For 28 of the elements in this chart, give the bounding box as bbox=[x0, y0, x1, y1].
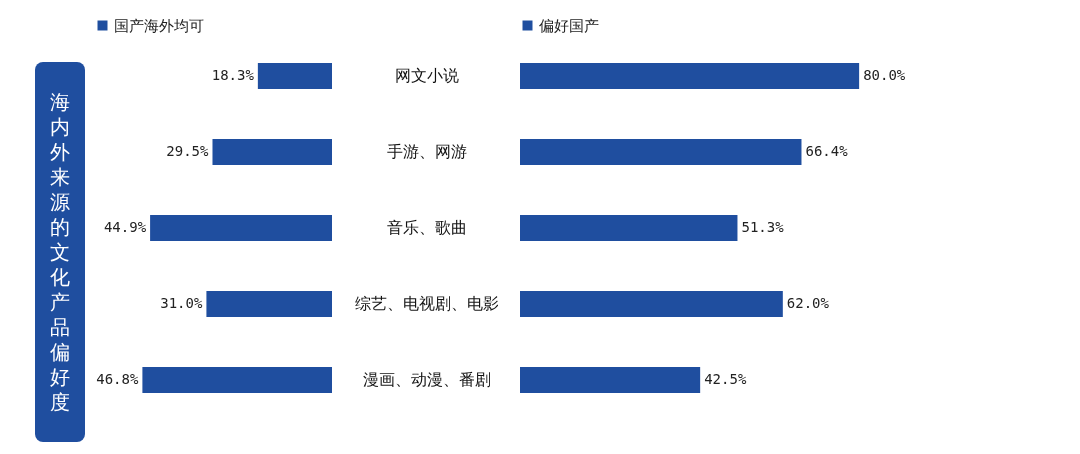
data-label: 18.3% bbox=[211, 67, 255, 83]
bar bbox=[520, 215, 738, 241]
bar bbox=[150, 215, 332, 241]
bar bbox=[520, 139, 802, 165]
y-tick-label: 漫画、动漫、番剧 bbox=[362, 370, 491, 389]
data-label: 51.3% bbox=[741, 219, 785, 235]
y-tick-label: 音乐、歌曲 bbox=[386, 218, 467, 237]
y-tick-label: 网文小说 bbox=[394, 66, 459, 85]
bar bbox=[142, 367, 332, 393]
bar bbox=[520, 291, 783, 317]
bar bbox=[520, 367, 701, 393]
chart-title: 海内外来源的文化产品偏好度 bbox=[50, 89, 70, 414]
legend-label: 国产海外均可 bbox=[114, 16, 204, 35]
data-label: 29.5% bbox=[166, 143, 210, 159]
data-label: 44.9% bbox=[103, 219, 147, 235]
data-label: 80.0% bbox=[863, 67, 906, 83]
legend-label: 偏好国产 bbox=[539, 16, 599, 35]
y-tick-label: 手游、网游 bbox=[386, 142, 467, 161]
y-tick-label: 综艺、电视剧、电影 bbox=[354, 294, 499, 313]
bar bbox=[520, 63, 860, 89]
data-label: 62.0% bbox=[786, 295, 830, 311]
data-label: 66.4% bbox=[805, 143, 849, 159]
data-label: 42.5% bbox=[704, 371, 747, 387]
data-label: 46.8% bbox=[96, 371, 139, 387]
data-label: 31.0% bbox=[160, 295, 203, 311]
bar bbox=[206, 291, 332, 317]
bar bbox=[257, 63, 332, 89]
bar bbox=[212, 139, 332, 165]
